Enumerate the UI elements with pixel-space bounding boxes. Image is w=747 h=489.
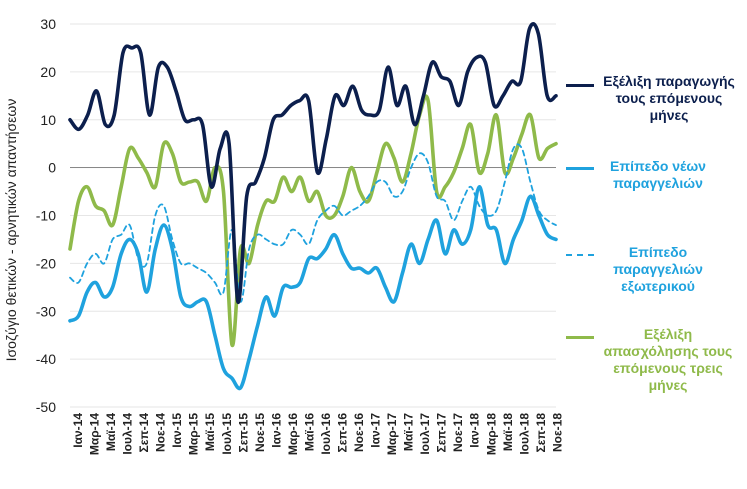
series-line-1	[68, 184, 558, 391]
series-line-0	[68, 22, 558, 304]
x-tick-label: Ιαν-18	[468, 413, 482, 448]
x-tick-label: Σεπ-17	[435, 413, 449, 453]
x-tick-label: Μαϊ-15	[203, 413, 217, 451]
x-tick-label: Μαρ-14	[88, 413, 102, 455]
x-tick-label: Ιουλ-18	[517, 413, 531, 455]
legend-label-new-orders: Επίπεδο νέων παραγγελιών	[610, 158, 706, 191]
legend-swatch-employment	[566, 336, 594, 339]
x-tick-label: Μαϊ-18	[501, 413, 515, 451]
y-tick-label: 10	[40, 112, 56, 128]
x-tick-label: Μαρ-15	[187, 413, 201, 455]
x-tick-label: Μαρ-18	[484, 413, 498, 455]
x-tick-label: Νοε-14	[154, 413, 168, 452]
x-tick-label: Ιουλ-16	[319, 413, 333, 455]
x-tick-label: Σεπ-14	[137, 413, 151, 453]
y-tick-label: -40	[36, 351, 56, 367]
y-tick-label: 0	[48, 160, 56, 176]
x-tick-label: Νοε-15	[253, 413, 267, 452]
y-tick-label: -50	[36, 399, 56, 415]
y-tick-label: 30	[40, 16, 56, 32]
x-tick-label: Σεπ-18	[534, 413, 548, 453]
legend-swatch-production	[566, 84, 594, 87]
x-tick-label: Μαρ-16	[286, 413, 300, 455]
legend-label-production: Εξέλιξη παραγωγής τους επόμενους μήνες	[603, 73, 735, 123]
y-tick-label: 20	[40, 64, 56, 80]
x-tick-label: Σεπ-16	[335, 413, 349, 453]
legend-swatch-export-orders	[566, 254, 594, 256]
x-tick-label: Ιουλ-14	[121, 413, 135, 455]
y-axis-label: Ισοζύγιο θετικών - αρνητικών απαντήσεων	[3, 99, 19, 362]
x-tick-label: Νοε-16	[352, 413, 366, 452]
y-tick-label: -20	[36, 255, 56, 271]
x-tick-label: Μαϊ-17	[402, 413, 416, 451]
x-tick-label: Μαρ-17	[385, 413, 399, 455]
legend-label-employment: Εξέλιξη απασχόλησης τους επόμενους τρεις…	[603, 326, 733, 393]
y-axis-ticks: 30 20 10 0 -10 -20 -30 -40 -50	[36, 16, 56, 415]
legend-swatch-new-orders	[566, 167, 594, 170]
x-tick-label: Νοε-18	[550, 413, 564, 452]
x-tick-label: Ιαν-16	[269, 413, 283, 448]
x-tick-label: Σεπ-15	[236, 413, 250, 453]
x-axis-ticks: Ιαν-14 Μαρ-14 Μαϊ-14 Ιουλ-14 Σεπ-14 Νοε-14 Ιαν…	[71, 413, 564, 455]
x-tick-label: Νοε-17	[451, 413, 465, 452]
x-tick-label: Ιαν-17	[369, 413, 383, 448]
series-line-3	[68, 94, 558, 347]
x-tick-label: Ιουλ-15	[220, 413, 234, 455]
x-tick-label: Ιαν-14	[71, 413, 85, 448]
x-tick-label: Μαϊ-14	[104, 413, 118, 451]
x-tick-label: Μαϊ-16	[302, 413, 316, 451]
x-tick-label: Ιουλ-17	[418, 413, 432, 455]
series-line-2	[69, 143, 557, 303]
series-lines	[68, 22, 558, 391]
y-tick-label: -10	[36, 208, 56, 224]
legend-label-export-orders: Επίπεδο παραγγελιών εξωτερικού	[613, 244, 703, 294]
y-tick-label: -30	[36, 303, 56, 319]
x-tick-label: Ιαν-15	[170, 413, 184, 448]
